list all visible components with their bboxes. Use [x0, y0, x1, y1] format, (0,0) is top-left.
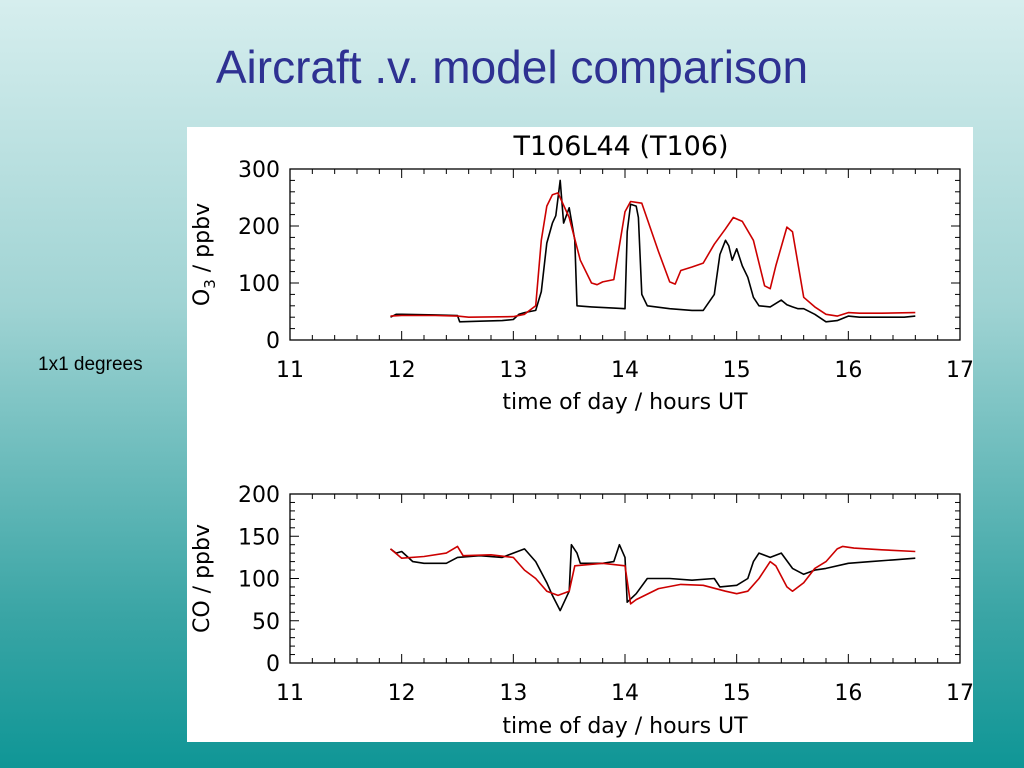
y-tick-label: 150 — [238, 525, 280, 550]
x-tick-label: 14 — [611, 681, 639, 706]
x-tick-label: 14 — [611, 358, 639, 383]
y-tick-label: 200 — [238, 215, 280, 240]
x-tick-label: 15 — [723, 681, 751, 706]
y-tick-label: 0 — [266, 329, 280, 354]
series-line-model — [390, 192, 916, 318]
x-tick-label: 12 — [388, 681, 416, 706]
chart-figure: T106L44 (T106) 11 12 13 14 15 16 17 0 100 200 300 t… — [190, 131, 974, 739]
series-line-observed — [390, 179, 916, 323]
series-line-observed — [390, 543, 916, 612]
resolution-label: 1x1 degrees — [38, 354, 143, 375]
plot-panel-1: 11 12 13 14 15 16 17 0 100 200 300 time of day / ho… — [190, 158, 974, 415]
x-tick-label: 13 — [499, 681, 527, 706]
y-tick-label: 300 — [238, 158, 280, 183]
chart-title: T106L44 (T106) — [512, 131, 728, 162]
x-tick-label: 17 — [946, 681, 973, 706]
x-tick-label: 16 — [834, 681, 862, 706]
x-tick-label: 17 — [946, 358, 973, 383]
y-tick-label: 0 — [266, 652, 280, 677]
x-tick-label: 16 — [834, 358, 862, 383]
y-tick-label: 100 — [238, 568, 280, 593]
x-axis-label: time of day / hours UT — [502, 390, 748, 415]
y-tick-label: 50 — [252, 610, 280, 635]
x-tick-label: 11 — [276, 358, 304, 383]
plot-frame — [289, 493, 961, 664]
y-tick-label: 200 — [238, 483, 280, 508]
y-axis-label: O3 / ppbv — [190, 203, 219, 306]
series-line-model — [389, 545, 916, 605]
x-tick-label: 13 — [499, 358, 527, 383]
figure-panel: T106L44 (T106) 11 12 13 14 15 16 17 0 100 200 300 t… — [187, 127, 974, 742]
y-axis-label: CO / ppbv — [190, 524, 215, 633]
x-tick-label: 11 — [276, 681, 304, 706]
x-tick-label: 15 — [723, 358, 751, 383]
x-tick-label: 12 — [388, 358, 416, 383]
x-axis-label: time of day / hours UT — [502, 714, 748, 739]
y-tick-label: 100 — [238, 272, 280, 297]
plot-frame — [289, 168, 961, 341]
slide-title: Aircraft .v. model comparison — [215, 41, 809, 93]
plot-panel-2: 11 12 13 14 15 16 17 0 50 100 150 200 time of day / … — [190, 483, 974, 739]
